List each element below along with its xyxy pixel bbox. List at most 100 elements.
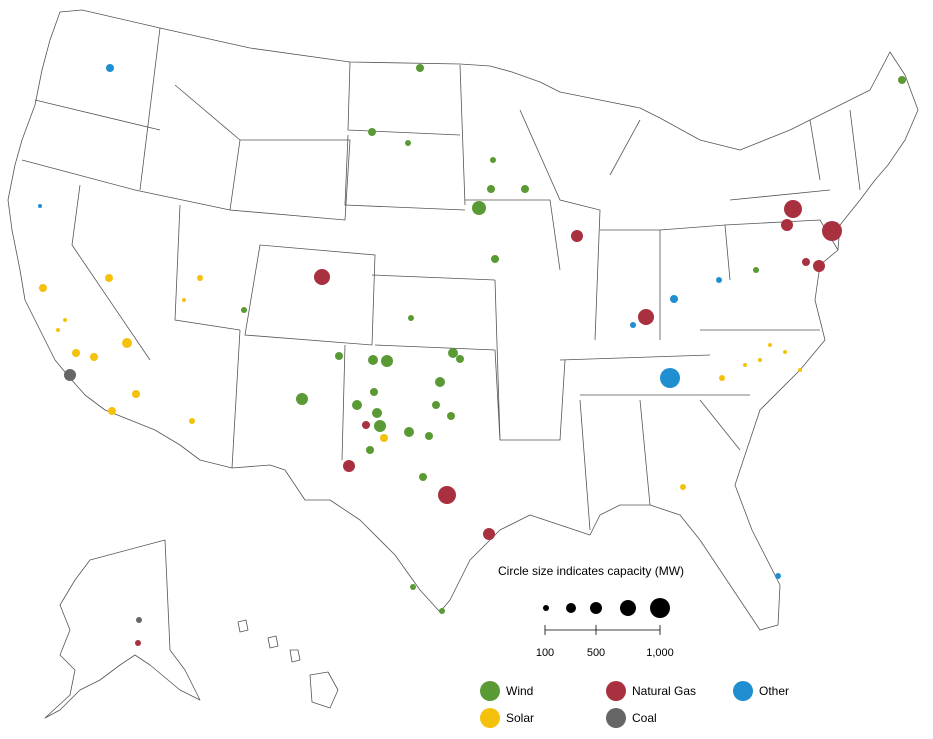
wind-plant — [410, 584, 416, 590]
scale-circle — [566, 603, 576, 613]
legend-item-solar: Solar — [480, 707, 534, 729]
wind-plant — [487, 185, 495, 193]
other-plant — [670, 295, 678, 303]
alaska-outline — [44, 539, 201, 719]
solar-plant — [105, 274, 113, 282]
natural-gas-plant — [781, 219, 793, 231]
solar-plant — [798, 368, 802, 372]
legend-label-solar: Solar — [506, 711, 535, 725]
solar-plant — [197, 275, 203, 281]
other-plant — [660, 368, 680, 388]
natural-gas-plant — [571, 230, 583, 242]
wind-plant — [372, 408, 382, 418]
hawaii-islands — [237, 619, 339, 709]
natural-gas-plant — [343, 460, 355, 472]
coal-swatch — [606, 708, 626, 728]
wind-plant — [491, 255, 499, 263]
wind-plant — [408, 315, 414, 321]
wind-plant — [404, 427, 414, 437]
solar-plant — [56, 328, 60, 332]
size-scale — [543, 598, 670, 635]
other-plant — [630, 322, 636, 328]
wind-plant — [898, 76, 906, 84]
wind-plant — [521, 185, 529, 193]
wind-plant — [435, 377, 445, 387]
wind-plant — [368, 128, 376, 136]
other-plant — [775, 573, 781, 579]
solar-plant — [182, 298, 186, 302]
natural-gas-plant — [483, 528, 495, 540]
solar-plant — [783, 350, 787, 354]
solar-plant — [72, 349, 80, 357]
other-plant — [716, 277, 722, 283]
wind-plant — [753, 267, 759, 273]
legend-label-coal: Coal — [632, 711, 657, 725]
natural-gas-swatch — [606, 681, 626, 701]
other-plant — [38, 204, 42, 208]
natural-gas-plant — [784, 200, 802, 218]
wind-plant — [448, 348, 458, 358]
natural-gas-plant — [822, 221, 842, 241]
solar-plant — [758, 358, 762, 362]
wind-plant — [335, 352, 343, 360]
coal-plant — [136, 617, 142, 623]
size-legend-title: Circle size indicates capacity (MW) — [498, 564, 685, 578]
wind-plant — [241, 307, 247, 313]
wind-plant — [352, 400, 362, 410]
solar-plant — [39, 284, 47, 292]
scale-label-100: 100 — [535, 647, 555, 659]
wind-plant — [370, 388, 378, 396]
wind-plant — [439, 608, 445, 614]
solar-plant — [743, 363, 747, 367]
legend-label-natural-gas: Natural Gas — [632, 684, 697, 698]
natural-gas-plant — [638, 309, 654, 325]
wind-plant — [419, 473, 427, 481]
scale-circle — [543, 605, 549, 611]
wind-plant — [381, 355, 393, 367]
solar-plant — [63, 318, 67, 322]
wind-plant — [472, 201, 486, 215]
legend-item-other: Other — [733, 680, 789, 702]
legend-item-wind: Wind — [480, 680, 533, 702]
solar-plant — [189, 418, 195, 424]
legend-item-coal: Coal — [606, 707, 657, 729]
legend-label-other: Other — [759, 684, 790, 698]
solar-plant — [380, 434, 388, 442]
wind-plant — [490, 157, 496, 163]
solar-plant — [680, 484, 686, 490]
wind-plant — [374, 420, 386, 432]
scale-circle — [650, 598, 670, 618]
natural-gas-plant — [314, 269, 330, 285]
wind-plant — [432, 401, 440, 409]
wind-plant — [447, 412, 455, 420]
natural-gas-plant — [813, 260, 825, 272]
natural-gas-plant — [438, 486, 456, 504]
scale-circle — [620, 600, 636, 616]
legend-label-wind: Wind — [506, 684, 534, 698]
power-plant-markers — [38, 64, 906, 646]
scale-label-1000: 1,000 — [646, 647, 674, 659]
solar-plant — [132, 390, 140, 398]
natural-gas-plant — [135, 640, 141, 646]
scale-circle — [590, 602, 602, 614]
natural-gas-plant — [362, 421, 370, 429]
wind-plant — [368, 355, 378, 365]
solar-plant — [768, 343, 772, 347]
wind-plant — [425, 432, 433, 440]
wind-plant — [366, 446, 374, 454]
solar-plant — [108, 407, 116, 415]
scale-label-500: 500 — [586, 647, 606, 659]
wind-plant — [416, 64, 424, 72]
solar-plant — [719, 375, 725, 381]
other-plant — [106, 64, 114, 72]
solar-swatch — [480, 708, 500, 728]
coal-plant — [64, 369, 76, 381]
wind-plant — [456, 355, 464, 363]
wind-swatch — [480, 681, 500, 701]
natural-gas-plant — [802, 258, 810, 266]
wind-plant — [296, 393, 308, 405]
wind-plant — [405, 140, 411, 146]
legend-item-natural-gas: Natural Gas — [606, 680, 696, 702]
contiguous-us-outline — [7, 9, 919, 631]
